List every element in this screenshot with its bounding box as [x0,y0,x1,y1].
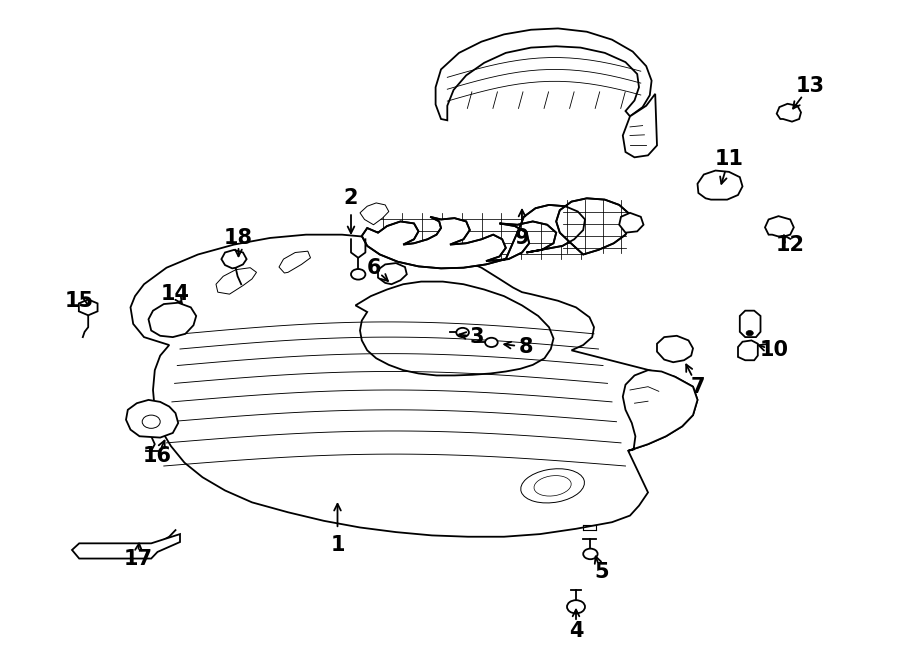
Circle shape [706,190,716,196]
Polygon shape [740,311,760,337]
Polygon shape [777,104,801,122]
Polygon shape [216,268,256,294]
Circle shape [142,415,160,428]
Polygon shape [356,282,554,375]
Polygon shape [126,400,178,438]
Polygon shape [623,94,657,157]
Text: 2: 2 [344,188,358,208]
Polygon shape [221,250,247,268]
Text: 12: 12 [776,235,805,254]
Text: 8: 8 [519,337,534,357]
Text: 6: 6 [366,258,381,278]
Text: 14: 14 [161,284,190,304]
Text: 7: 7 [690,377,705,397]
Polygon shape [619,213,644,233]
Polygon shape [556,198,630,254]
Polygon shape [765,216,794,237]
Ellipse shape [521,469,584,503]
Polygon shape [738,340,758,360]
Polygon shape [378,263,407,284]
Text: 13: 13 [796,76,824,96]
Circle shape [351,269,365,280]
Polygon shape [72,534,180,559]
Polygon shape [79,299,97,315]
Circle shape [583,549,598,559]
Text: 5: 5 [594,562,608,582]
Text: 4: 4 [569,621,583,641]
Text: 17: 17 [123,549,152,568]
Polygon shape [148,303,196,337]
Text: 11: 11 [715,149,743,169]
Polygon shape [657,336,693,362]
Polygon shape [360,203,389,225]
Text: 15: 15 [65,291,94,311]
Circle shape [746,330,753,336]
Text: 3: 3 [470,327,484,347]
Text: 1: 1 [330,535,345,555]
Circle shape [567,600,585,613]
Text: 9: 9 [515,228,529,248]
Polygon shape [623,370,698,451]
Circle shape [485,338,498,347]
Polygon shape [362,205,585,268]
Text: 18: 18 [224,228,253,248]
Text: 16: 16 [143,446,172,466]
Circle shape [456,328,469,337]
Polygon shape [130,235,698,537]
Text: 10: 10 [760,340,788,360]
Ellipse shape [534,476,572,496]
Polygon shape [698,171,742,200]
Polygon shape [436,28,652,120]
Polygon shape [279,251,310,273]
